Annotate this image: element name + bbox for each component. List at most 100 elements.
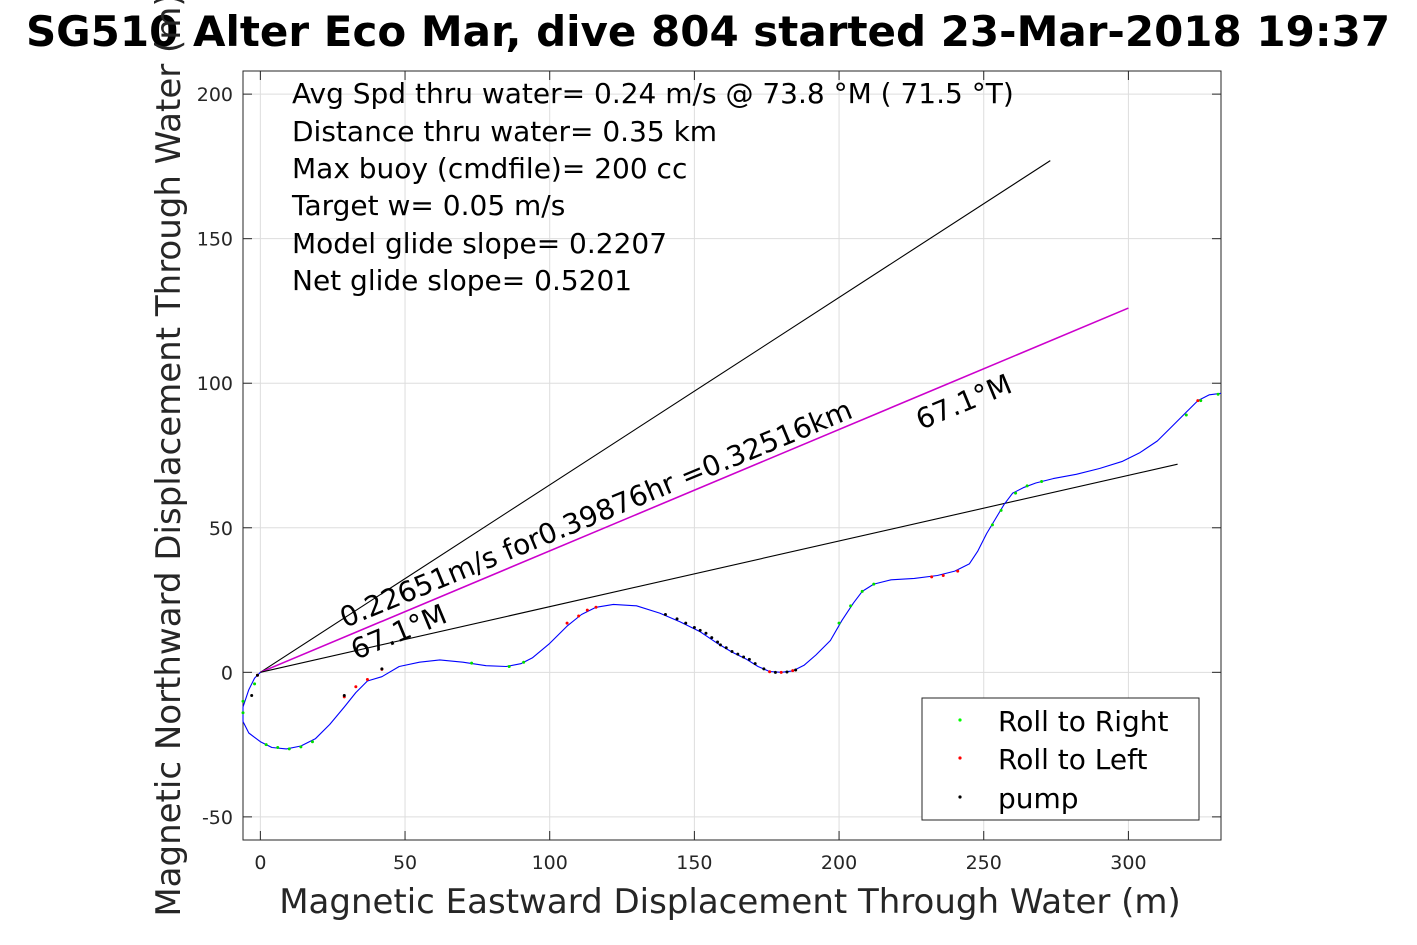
reference-line-lower bbox=[260, 463, 1178, 673]
marker-roll-left bbox=[768, 670, 772, 674]
marker-roll-right bbox=[276, 745, 280, 749]
marker-pump bbox=[380, 667, 384, 671]
x-tick-label: 100 bbox=[532, 852, 568, 874]
markers bbox=[241, 392, 1220, 751]
marker-roll-right bbox=[299, 745, 303, 749]
marker-roll-right bbox=[1040, 480, 1044, 484]
y-tick-label: 50 bbox=[209, 518, 233, 540]
marker-pump bbox=[736, 652, 740, 656]
marker-pump bbox=[250, 693, 254, 697]
x-tick-label: 0 bbox=[254, 852, 266, 874]
marker-pump bbox=[718, 643, 722, 647]
y-tick-label: 200 bbox=[197, 84, 233, 106]
marker-roll-left bbox=[577, 614, 581, 618]
marker-roll-left bbox=[585, 608, 589, 612]
info-line-avg-speed: Avg Spd thru water= 0.24 m/s @ 73.8 °M (… bbox=[292, 77, 1014, 110]
marker-roll-right bbox=[860, 589, 864, 593]
marker-pump bbox=[255, 673, 259, 677]
marker-roll-right bbox=[470, 661, 474, 665]
marker-roll-right bbox=[1184, 413, 1188, 417]
marker-roll-left bbox=[565, 621, 569, 625]
marker-pump bbox=[753, 662, 757, 666]
marker-pump bbox=[692, 626, 696, 630]
marker-pump bbox=[742, 655, 746, 659]
marker-roll-left bbox=[930, 575, 934, 579]
marker-pump bbox=[762, 667, 766, 671]
marker-pump bbox=[710, 636, 714, 640]
marker-roll-right bbox=[1025, 484, 1029, 488]
marker-pump bbox=[684, 621, 688, 625]
reference-line-upper bbox=[260, 160, 1051, 673]
info-line-target-w: Target w= 0.05 m/s bbox=[291, 189, 565, 222]
marker-pump bbox=[663, 613, 667, 617]
x-tick-label: 200 bbox=[821, 852, 857, 874]
marker-roll-right bbox=[241, 711, 245, 715]
legend-box bbox=[921, 697, 1200, 821]
marker-roll-right bbox=[264, 743, 268, 747]
marker-roll-right bbox=[287, 747, 291, 751]
marker-pump bbox=[747, 657, 751, 661]
marker-roll-right bbox=[849, 604, 853, 608]
marker-roll-left bbox=[594, 605, 598, 609]
y-tick-label: -50 bbox=[202, 807, 233, 829]
marker-pump bbox=[675, 617, 679, 621]
marker-roll-right bbox=[1216, 392, 1220, 396]
y-tick-label: 100 bbox=[197, 373, 233, 395]
marker-pump bbox=[730, 650, 734, 654]
y-axis-label: Magnetic Northward Displacement Through … bbox=[149, 0, 189, 917]
info-line-max-buoy: Max buoy (cmdfile)= 200 cc bbox=[292, 152, 687, 185]
info-line-distance: Distance thru water= 0.35 km bbox=[292, 115, 717, 148]
marker-roll-right bbox=[837, 621, 841, 625]
marker-pump bbox=[724, 646, 728, 650]
legend-label-pump: pump bbox=[998, 782, 1079, 815]
marker-roll-right bbox=[310, 740, 314, 744]
marker-roll-left bbox=[791, 669, 795, 673]
marker-roll-left bbox=[354, 685, 358, 689]
marker-roll-right bbox=[253, 682, 257, 686]
info-line-model-glide: Model glide slope= 0.2207 bbox=[292, 227, 667, 260]
legend-label-roll-right: Roll to Right bbox=[998, 705, 1169, 738]
marker-roll-left bbox=[365, 678, 369, 682]
marker-roll-left bbox=[1196, 399, 1200, 403]
chart-title: SG510 Alter Eco Mar, dive 804 started 23… bbox=[26, 7, 1390, 56]
y-tick-label: 0 bbox=[221, 662, 233, 684]
marker-roll-right bbox=[999, 508, 1003, 512]
reference-lines bbox=[260, 160, 1178, 674]
x-tick-label: 300 bbox=[1110, 852, 1146, 874]
marker-pump bbox=[773, 670, 777, 674]
marker-roll-right bbox=[872, 582, 876, 586]
marker-pump bbox=[342, 693, 346, 697]
marker-pump bbox=[716, 640, 720, 644]
grid bbox=[243, 71, 1221, 840]
marker-pump bbox=[794, 668, 798, 672]
axes-box bbox=[242, 70, 1222, 841]
info-line-net-glide: Net glide slope= 0.5201 bbox=[292, 264, 632, 297]
x-tick-label: 250 bbox=[966, 852, 1002, 874]
marker-roll-right bbox=[522, 660, 526, 664]
marker-roll-right bbox=[241, 699, 245, 703]
track-series bbox=[242, 392, 1222, 750]
marker-pump bbox=[785, 670, 789, 674]
y-tick-label: 150 bbox=[197, 229, 233, 251]
marker-roll-right bbox=[1199, 399, 1203, 403]
marker-roll-right bbox=[507, 665, 511, 669]
reference-line-heading bbox=[260, 307, 1129, 674]
marker-roll-left bbox=[941, 573, 945, 577]
axis-ticks: 0 50 100 150 200 250 300 -50 0 50 100 150 200 bbox=[197, 71, 1221, 874]
marker-roll-right bbox=[990, 523, 994, 527]
info-box: Avg Spd thru water= 0.24 m/s @ 73.8 °M (… bbox=[291, 77, 1014, 297]
legend-marker-pump bbox=[958, 795, 962, 799]
legend-label-roll-left: Roll to Left bbox=[998, 743, 1147, 776]
marker-roll-left bbox=[956, 569, 960, 573]
marker-pump bbox=[698, 628, 702, 632]
x-tick-label: 50 bbox=[393, 852, 417, 874]
marker-pump bbox=[704, 631, 708, 635]
legend: Roll to Right Roll to Left pump bbox=[921, 697, 1200, 821]
x-tick-label: 150 bbox=[676, 852, 712, 874]
legend-marker-roll-right bbox=[958, 718, 962, 722]
track-line bbox=[242, 392, 1222, 750]
legend-marker-roll-left bbox=[958, 756, 962, 760]
x-axis-label: Magnetic Eastward Displacement Through W… bbox=[279, 882, 1181, 922]
marker-roll-left bbox=[779, 670, 783, 674]
